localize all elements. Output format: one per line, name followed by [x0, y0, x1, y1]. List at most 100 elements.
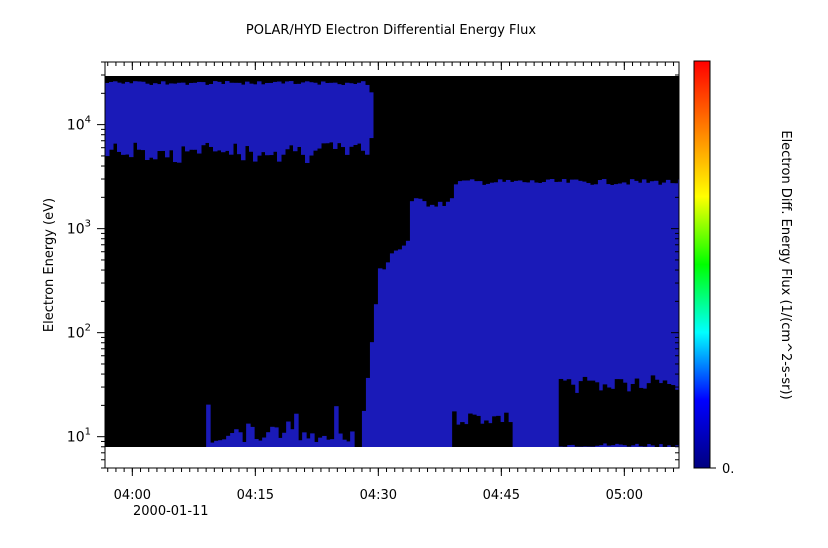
- gap-column: [634, 378, 640, 444]
- flux-column: [485, 183, 491, 447]
- gap-column: [646, 383, 652, 444]
- flux-column: [349, 83, 354, 147]
- flux-column: [229, 82, 234, 155]
- gap-column: [570, 384, 576, 445]
- gap-column: [508, 422, 513, 447]
- x-date-label: 2000-01-11: [133, 504, 209, 519]
- flux-column: [465, 180, 471, 447]
- plot-border: [104, 61, 680, 469]
- flux-column: [361, 81, 366, 151]
- gap-column: [468, 413, 473, 447]
- flux-column: [145, 83, 150, 161]
- flux-column: [322, 435, 327, 447]
- flux-column: [589, 184, 595, 448]
- gap-column: [484, 420, 489, 447]
- y-tick-label: 103: [67, 219, 91, 238]
- x-tick-label: 04:00: [114, 488, 151, 503]
- flux-column: [597, 180, 603, 447]
- flux-column: [625, 184, 631, 447]
- flux-column: [581, 181, 587, 447]
- flux-column: [245, 81, 250, 147]
- flux-column: [338, 433, 343, 447]
- flux-column: [350, 431, 355, 447]
- flux-column: [306, 438, 311, 447]
- flux-column: [274, 427, 279, 447]
- flux-column: [218, 440, 223, 447]
- flux-column: [281, 83, 286, 155]
- flux-column: [425, 206, 431, 447]
- flux-column: [342, 439, 347, 447]
- flux-column: [413, 198, 419, 447]
- flux-column: [421, 201, 427, 447]
- flux-column: [497, 179, 503, 447]
- flux-column: [673, 183, 679, 447]
- flux-column: [249, 83, 254, 152]
- flux-column: [545, 179, 551, 447]
- flux-column: [493, 182, 499, 447]
- flux-column: [189, 82, 194, 150]
- flux-column: [257, 81, 262, 156]
- gap-column: [606, 387, 612, 446]
- flux-column: [641, 179, 647, 448]
- flux-column: [177, 82, 182, 163]
- flux-column: [661, 182, 667, 447]
- flux-column: [226, 435, 231, 447]
- flux-column: [273, 81, 278, 152]
- gap-column: [638, 387, 644, 447]
- low-flux-patches: [452, 375, 679, 447]
- flux-column: [225, 81, 230, 151]
- flux-column: [505, 179, 511, 447]
- flux-column: [489, 182, 495, 448]
- flux-column: [242, 441, 247, 447]
- flux-column: [261, 84, 266, 153]
- flux-column: [334, 406, 339, 447]
- flux-column: [369, 92, 374, 139]
- chart-title: POLAR/HYD Electron Differential Energy F…: [246, 23, 536, 38]
- flux-column: [437, 201, 443, 447]
- gap-column: [614, 379, 620, 444]
- flux-column: [149, 84, 154, 158]
- gap-column: [574, 392, 580, 447]
- flux-column: [653, 180, 659, 447]
- flux-column: [313, 82, 318, 151]
- flux-column: [677, 179, 679, 447]
- flux-column: [317, 84, 322, 149]
- flux-column: [109, 81, 114, 150]
- flux-column: [481, 184, 487, 448]
- flux-column: [210, 442, 215, 447]
- gap-column: [626, 391, 632, 447]
- flux-column: [665, 179, 671, 447]
- gap-column: [654, 379, 660, 447]
- flux-column: [270, 426, 275, 447]
- flux-column: [293, 83, 298, 152]
- flux-column: [266, 432, 271, 447]
- flux-column: [609, 184, 615, 447]
- gap-column: [642, 388, 648, 447]
- flux-column: [222, 439, 227, 447]
- y-axis-label: Electron Energy (eV): [42, 198, 57, 332]
- flux-column: [533, 182, 539, 447]
- flux-column: [265, 82, 270, 156]
- x-tick-label: 05:00: [606, 488, 643, 503]
- flux-column: [433, 206, 439, 447]
- colorbar: 0.: [693, 60, 734, 477]
- flux-column: [469, 179, 475, 448]
- flux-column: [309, 82, 314, 156]
- flux-column: [633, 180, 639, 447]
- x-tick-label: 04:15: [237, 488, 274, 503]
- flux-column: [345, 82, 350, 155]
- gap-column: [566, 379, 572, 446]
- flux-column: [262, 437, 267, 447]
- gap-column: [456, 424, 461, 447]
- gap-column: [650, 375, 656, 446]
- flux-column: [605, 184, 611, 448]
- flux-column: [449, 198, 455, 447]
- gap-column: [476, 415, 481, 447]
- gap-column: [578, 381, 584, 447]
- flux-column: [258, 440, 263, 447]
- flux-column: [329, 82, 334, 143]
- flux-column: [129, 83, 134, 158]
- flux-column: [326, 439, 331, 447]
- flux-column: [237, 82, 242, 155]
